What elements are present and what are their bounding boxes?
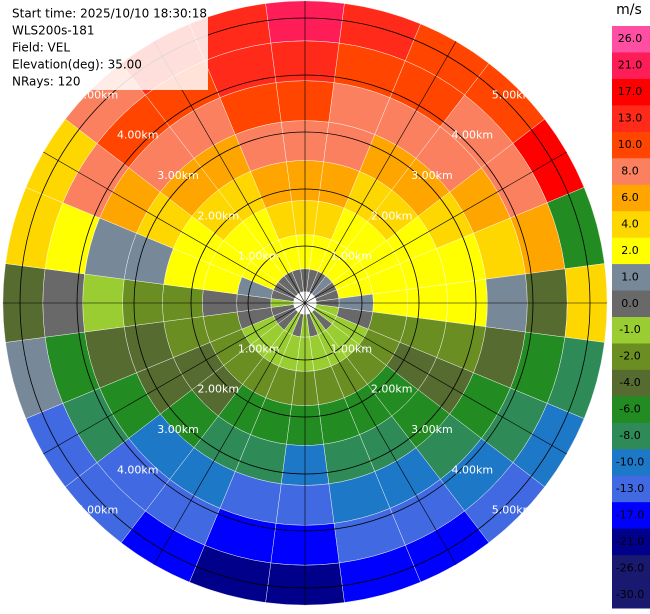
spoke	[304, 302, 457, 565]
colorbar-cell	[612, 211, 650, 239]
colorbar-label: -26.0	[616, 561, 644, 574]
colorbar-cell	[612, 369, 650, 397]
colorbar-label: -10.0	[616, 456, 644, 469]
range-label: 4.00km	[451, 463, 493, 476]
colorbar-label: -4.0	[619, 376, 640, 389]
range-label: 1.00km	[238, 342, 280, 355]
range-ring	[133, 131, 477, 475]
colorbar-cell	[612, 502, 650, 530]
range-label: 1.00km	[331, 250, 373, 263]
colorbar-cell	[612, 581, 650, 609]
range-label: 3.00km	[157, 169, 199, 182]
range-ring	[76, 74, 534, 532]
field	[2, 0, 608, 606]
colorbar-cell	[612, 184, 650, 212]
colorbar-cell	[612, 237, 650, 265]
header-line: Elevation(deg): 35.00	[12, 58, 142, 72]
colorbar-label: -6.0	[619, 403, 640, 416]
range-label: 4.00km	[117, 463, 159, 476]
spoke	[153, 302, 306, 565]
range-label: 1.00km	[331, 342, 373, 355]
range-label: 3.00km	[411, 423, 453, 436]
colorbar-cell	[612, 396, 650, 424]
colorbar-label: -13.0	[616, 482, 644, 495]
colorbar-cell	[612, 422, 650, 450]
header-line: NRays: 120	[12, 75, 81, 89]
colorbar-label: -17.0	[616, 508, 644, 521]
header-line: WLS200s-181	[12, 24, 95, 38]
range-label: 3.00km	[157, 423, 199, 436]
range-ring	[19, 17, 591, 589]
colorbar-cell	[612, 158, 650, 186]
colorbar-cell	[612, 528, 650, 556]
range-label: 2.00km	[371, 383, 413, 396]
range-label: 4.00km	[451, 129, 493, 142]
colorbar-cell	[612, 449, 650, 477]
range-label: 5.00km	[492, 504, 534, 517]
colorbar-cell	[612, 317, 650, 344]
colorbar-label: -21.0	[616, 535, 644, 548]
colorbar-cell	[612, 290, 650, 318]
colorbar-label: -8.0	[619, 429, 640, 442]
colorbar-label: 1.0	[621, 270, 639, 283]
colorbar-label: 13.0	[618, 112, 643, 125]
colorbar-cell	[612, 26, 650, 53]
range-ring	[190, 188, 420, 418]
colorbar-label: -30.0	[616, 588, 644, 601]
colorbar-label: 0.0	[621, 297, 639, 310]
range-label: 2.00km	[198, 209, 240, 222]
colorbar-label: 8.0	[621, 165, 639, 178]
spoke	[304, 41, 457, 304]
range-label: 3.00km	[411, 169, 453, 182]
range-label: 5.00km	[492, 88, 534, 101]
colorbar-cell	[612, 475, 650, 503]
overlay: 1.00km 1.00km 1.00km 1.00km 2.00km 2.00km 2.00…	[2, 0, 608, 606]
colorbar-unit: m/s	[616, 2, 642, 18]
spoke	[304, 302, 567, 455]
colorbar-label: 4.0	[621, 217, 639, 230]
colorbar-cell	[612, 264, 650, 292]
colorbar-cell	[612, 52, 650, 80]
colorbar-label: 21.0	[618, 59, 643, 72]
range-label: 5.00km	[77, 504, 119, 517]
range-ring	[247, 245, 363, 361]
spoke	[43, 302, 306, 455]
colorbar-label: -2.0	[619, 350, 640, 363]
colorbar-label: 10.0	[618, 138, 643, 151]
range-label: 2.00km	[371, 209, 413, 222]
range-label: 4.00km	[117, 129, 159, 142]
colorbar-cell	[612, 131, 650, 159]
spoke	[304, 151, 567, 304]
colorbar-label: 2.0	[621, 244, 639, 257]
colorbar: 26.0 21.0 17.0 13.0 10.0 8.0 6.0 4.0 2.0 1.0 0.0 -1…	[612, 26, 650, 609]
colorbar-label: 26.0	[618, 32, 643, 45]
spoke	[43, 151, 306, 304]
range-label: 1.00km	[238, 250, 280, 263]
range-label: 5.00km	[77, 88, 119, 101]
colorbar-cell	[612, 343, 650, 371]
colorbar-label: -1.0	[619, 323, 640, 336]
header-line: Field: VEL	[12, 41, 70, 55]
range-label: 2.00km	[198, 383, 240, 396]
colorbar-cell	[612, 78, 650, 106]
header-line: Start time: 2025/10/10 18:30:18	[12, 7, 207, 21]
colorbar-label: 6.0	[621, 191, 639, 204]
colorbar-label: 17.0	[618, 85, 643, 98]
colorbar-cell	[612, 105, 650, 133]
colorbar-cell	[612, 555, 650, 583]
header-box	[8, 4, 208, 90]
